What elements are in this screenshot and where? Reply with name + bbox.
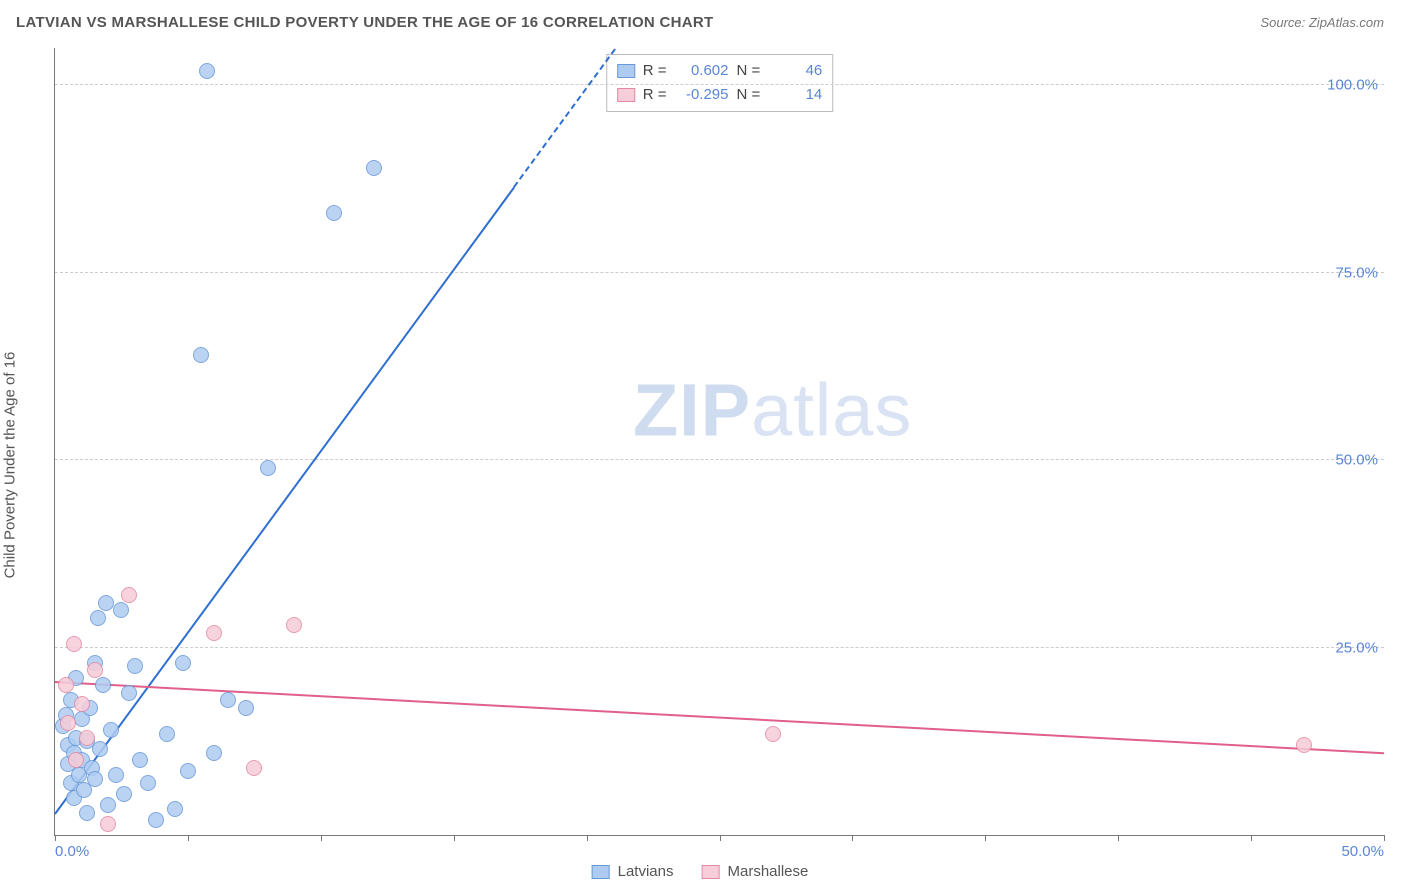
r-value: 0.602	[675, 59, 729, 83]
series-legend-item: Marshallese	[702, 863, 809, 880]
x-tick-label: 50.0%	[1341, 843, 1384, 860]
x-tick-mark	[188, 835, 189, 841]
x-tick-mark	[454, 835, 455, 841]
gridline	[55, 459, 1384, 460]
data-point	[87, 662, 103, 678]
x-tick-mark	[321, 835, 322, 841]
data-point	[366, 160, 382, 176]
n-value: 14	[768, 83, 822, 107]
source-prefix: Source:	[1260, 15, 1308, 30]
data-point	[103, 722, 119, 738]
data-point	[121, 587, 137, 603]
chart-title: LATVIAN VS MARSHALLESE CHILD POVERTY UND…	[16, 14, 714, 31]
y-axis-label: Child Poverty Under the Age of 16	[2, 352, 19, 579]
trend-line	[54, 186, 515, 814]
gridline	[55, 84, 1384, 85]
x-tick-mark	[55, 835, 56, 841]
data-point	[132, 752, 148, 768]
trend-line	[55, 681, 1384, 754]
x-tick-mark	[985, 835, 986, 841]
data-point	[175, 655, 191, 671]
data-point	[326, 205, 342, 221]
x-tick-mark	[1384, 835, 1385, 841]
stats-legend-row: R = -0.295 N = 14	[617, 83, 823, 107]
x-tick-mark	[852, 835, 853, 841]
chart-header: LATVIAN VS MARSHALLESE CHILD POVERTY UND…	[0, 0, 1406, 39]
data-point	[58, 677, 74, 693]
series-legend-label: Marshallese	[728, 863, 809, 880]
data-point	[66, 636, 82, 652]
data-point	[286, 617, 302, 633]
r-value: -0.295	[675, 83, 729, 107]
data-point	[193, 347, 209, 363]
y-tick-label: 100.0%	[1327, 77, 1378, 94]
data-point	[260, 460, 276, 476]
data-point	[90, 610, 106, 626]
data-point	[765, 726, 781, 742]
data-point	[116, 786, 132, 802]
data-point	[1296, 737, 1312, 753]
data-point	[220, 692, 236, 708]
source-name: ZipAtlas.com	[1309, 15, 1384, 30]
legend-swatch-marshallese	[617, 88, 635, 102]
source-attribution: Source: ZipAtlas.com	[1260, 15, 1384, 30]
data-point	[238, 700, 254, 716]
x-tick-mark	[720, 835, 721, 841]
y-tick-label: 75.0%	[1335, 264, 1378, 281]
watermark-part2: atlas	[751, 369, 912, 452]
stats-legend: R = 0.602 N = 46 R = -0.295 N = 14	[606, 54, 834, 112]
stats-legend-row: R = 0.602 N = 46	[617, 59, 823, 83]
series-legend-label: Latvians	[618, 863, 674, 880]
watermark: ZIPatlas	[633, 368, 912, 453]
data-point	[100, 816, 116, 832]
gridline	[55, 647, 1384, 648]
x-tick-mark	[1251, 835, 1252, 841]
data-point	[79, 730, 95, 746]
data-point	[68, 752, 84, 768]
y-tick-label: 25.0%	[1335, 639, 1378, 656]
data-point	[206, 625, 222, 641]
r-label: R =	[643, 83, 667, 107]
x-tick-label: 0.0%	[55, 843, 89, 860]
data-point	[79, 805, 95, 821]
data-point	[87, 771, 103, 787]
data-point	[98, 595, 114, 611]
data-point	[159, 726, 175, 742]
data-point	[127, 658, 143, 674]
data-point	[167, 801, 183, 817]
n-label: N =	[737, 83, 761, 107]
x-tick-mark	[1118, 835, 1119, 841]
series-legend: Latvians Marshallese	[592, 863, 809, 880]
chart-container: Child Poverty Under the Age of 16 ZIPatl…	[16, 48, 1384, 882]
r-label: R =	[643, 59, 667, 83]
data-point	[108, 767, 124, 783]
legend-swatch-latvians	[592, 865, 610, 879]
data-point	[121, 685, 137, 701]
data-point	[100, 797, 116, 813]
data-point	[140, 775, 156, 791]
data-point	[199, 63, 215, 79]
data-point	[92, 741, 108, 757]
series-legend-item: Latvians	[592, 863, 674, 880]
data-point	[148, 812, 164, 828]
n-value: 46	[768, 59, 822, 83]
data-point	[60, 715, 76, 731]
watermark-part1: ZIP	[633, 369, 751, 452]
data-point	[113, 602, 129, 618]
data-point	[206, 745, 222, 761]
data-point	[180, 763, 196, 779]
x-tick-mark	[587, 835, 588, 841]
data-point	[95, 677, 111, 693]
plot-area: ZIPatlas R = 0.602 N = 46 R = -0.295 N =…	[54, 48, 1384, 836]
data-point	[246, 760, 262, 776]
gridline	[55, 272, 1384, 273]
legend-swatch-marshallese	[702, 865, 720, 879]
legend-swatch-latvians	[617, 64, 635, 78]
data-point	[74, 696, 90, 712]
trend-line	[514, 48, 616, 187]
y-tick-label: 50.0%	[1335, 452, 1378, 469]
n-label: N =	[737, 59, 761, 83]
